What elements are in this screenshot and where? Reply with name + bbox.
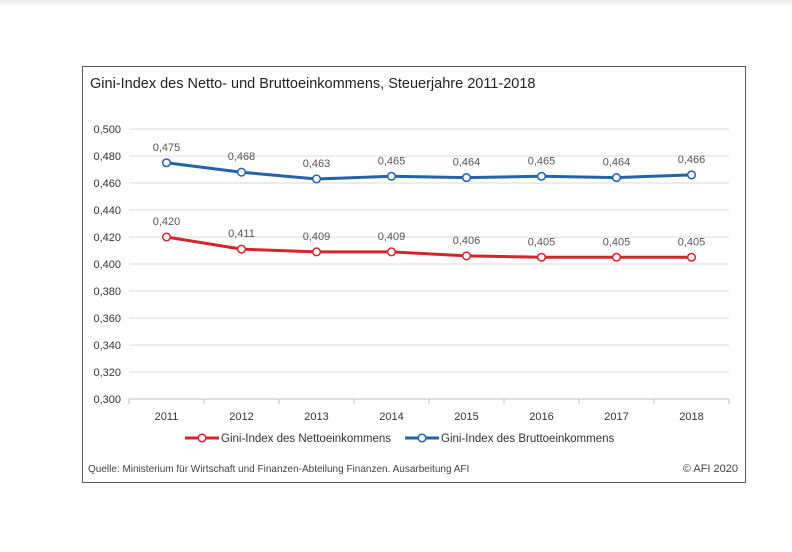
top-band: [0, 0, 792, 6]
data-label: 0,409: [378, 231, 406, 243]
y-tick-label: 0,460: [93, 178, 121, 190]
data-point: [536, 171, 547, 181]
series-line: [166, 161, 692, 181]
data-point: [686, 170, 697, 180]
data-point: [461, 251, 472, 261]
data-point: [236, 244, 247, 254]
data-label: 0,405: [528, 236, 556, 248]
y-tick-label: 0,400: [93, 259, 121, 271]
y-tick-label: 0,480: [93, 151, 121, 163]
line-chart: 0,300 0,320 0,340 0,360 0,380 0,400 0,420 0,440…: [93, 124, 730, 445]
x-tick-label: 2015: [454, 411, 478, 423]
data-point: [611, 173, 622, 183]
y-tick-label: 0,380: [93, 286, 121, 298]
legend-label: Gini-Index des Nettoeinkommens: [221, 433, 391, 445]
data-point: [536, 252, 547, 262]
y-tick-label: 0,440: [93, 205, 121, 217]
data-point: [686, 252, 697, 262]
x-tick-label: 2018: [679, 411, 703, 423]
copyright-note: © AFI 2020: [682, 463, 738, 475]
data-label: 0,468: [228, 151, 256, 163]
legend-swatch-marker: [197, 433, 207, 443]
data-label: 0,405: [678, 236, 706, 248]
y-tick-label: 0,500: [93, 124, 121, 136]
data-point: [386, 171, 397, 181]
data-label: 0,465: [378, 155, 406, 167]
y-tick-label: 0,300: [93, 394, 121, 406]
data-label: 0,405: [603, 236, 631, 248]
data-point: [386, 247, 397, 257]
y-tick-label: 0,340: [93, 340, 121, 352]
data-label: 0,463: [303, 158, 331, 170]
x-tick-label: 2017: [604, 411, 628, 423]
y-tick-label: 0,320: [93, 367, 121, 379]
x-tick-label: 2012: [229, 411, 253, 423]
y-tick-label: 0,360: [93, 313, 121, 325]
data-point: [611, 252, 622, 262]
data-point: [461, 173, 472, 183]
data-label: 0,420: [153, 216, 181, 228]
x-tick-label: 2014: [379, 411, 403, 423]
chart-frame: Gini-Index des Netto- und Bruttoeinkomme…: [82, 66, 746, 483]
data-label: 0,409: [303, 231, 331, 243]
x-tick-label: 2013: [304, 411, 328, 423]
x-tick-label: 2016: [529, 411, 553, 423]
y-tick-label: 0,420: [93, 232, 121, 244]
data-label: 0,411: [228, 228, 255, 240]
data-point: [161, 158, 172, 168]
legend-label: Gini-Index des Bruttoeinkommens: [441, 433, 614, 445]
data-label: 0,464: [453, 157, 481, 169]
series-line: [166, 235, 692, 259]
legend-swatch-marker: [417, 433, 427, 443]
data-label: 0,464: [603, 157, 631, 169]
data-label: 0,465: [528, 155, 556, 167]
data-label: 0,475: [153, 142, 181, 154]
data-point: [311, 247, 322, 257]
data-label: 0,466: [678, 154, 706, 166]
data-label: 0,406: [453, 235, 481, 247]
data-point: [236, 167, 247, 177]
data-point: [311, 174, 322, 184]
data-point: [161, 232, 172, 242]
chart-title: Gini-Index des Netto- und Bruttoeinkomme…: [90, 76, 536, 92]
source-note: Quelle: Ministerium für Wirtschaft und F…: [88, 464, 470, 475]
x-tick-label: 2011: [155, 411, 179, 423]
